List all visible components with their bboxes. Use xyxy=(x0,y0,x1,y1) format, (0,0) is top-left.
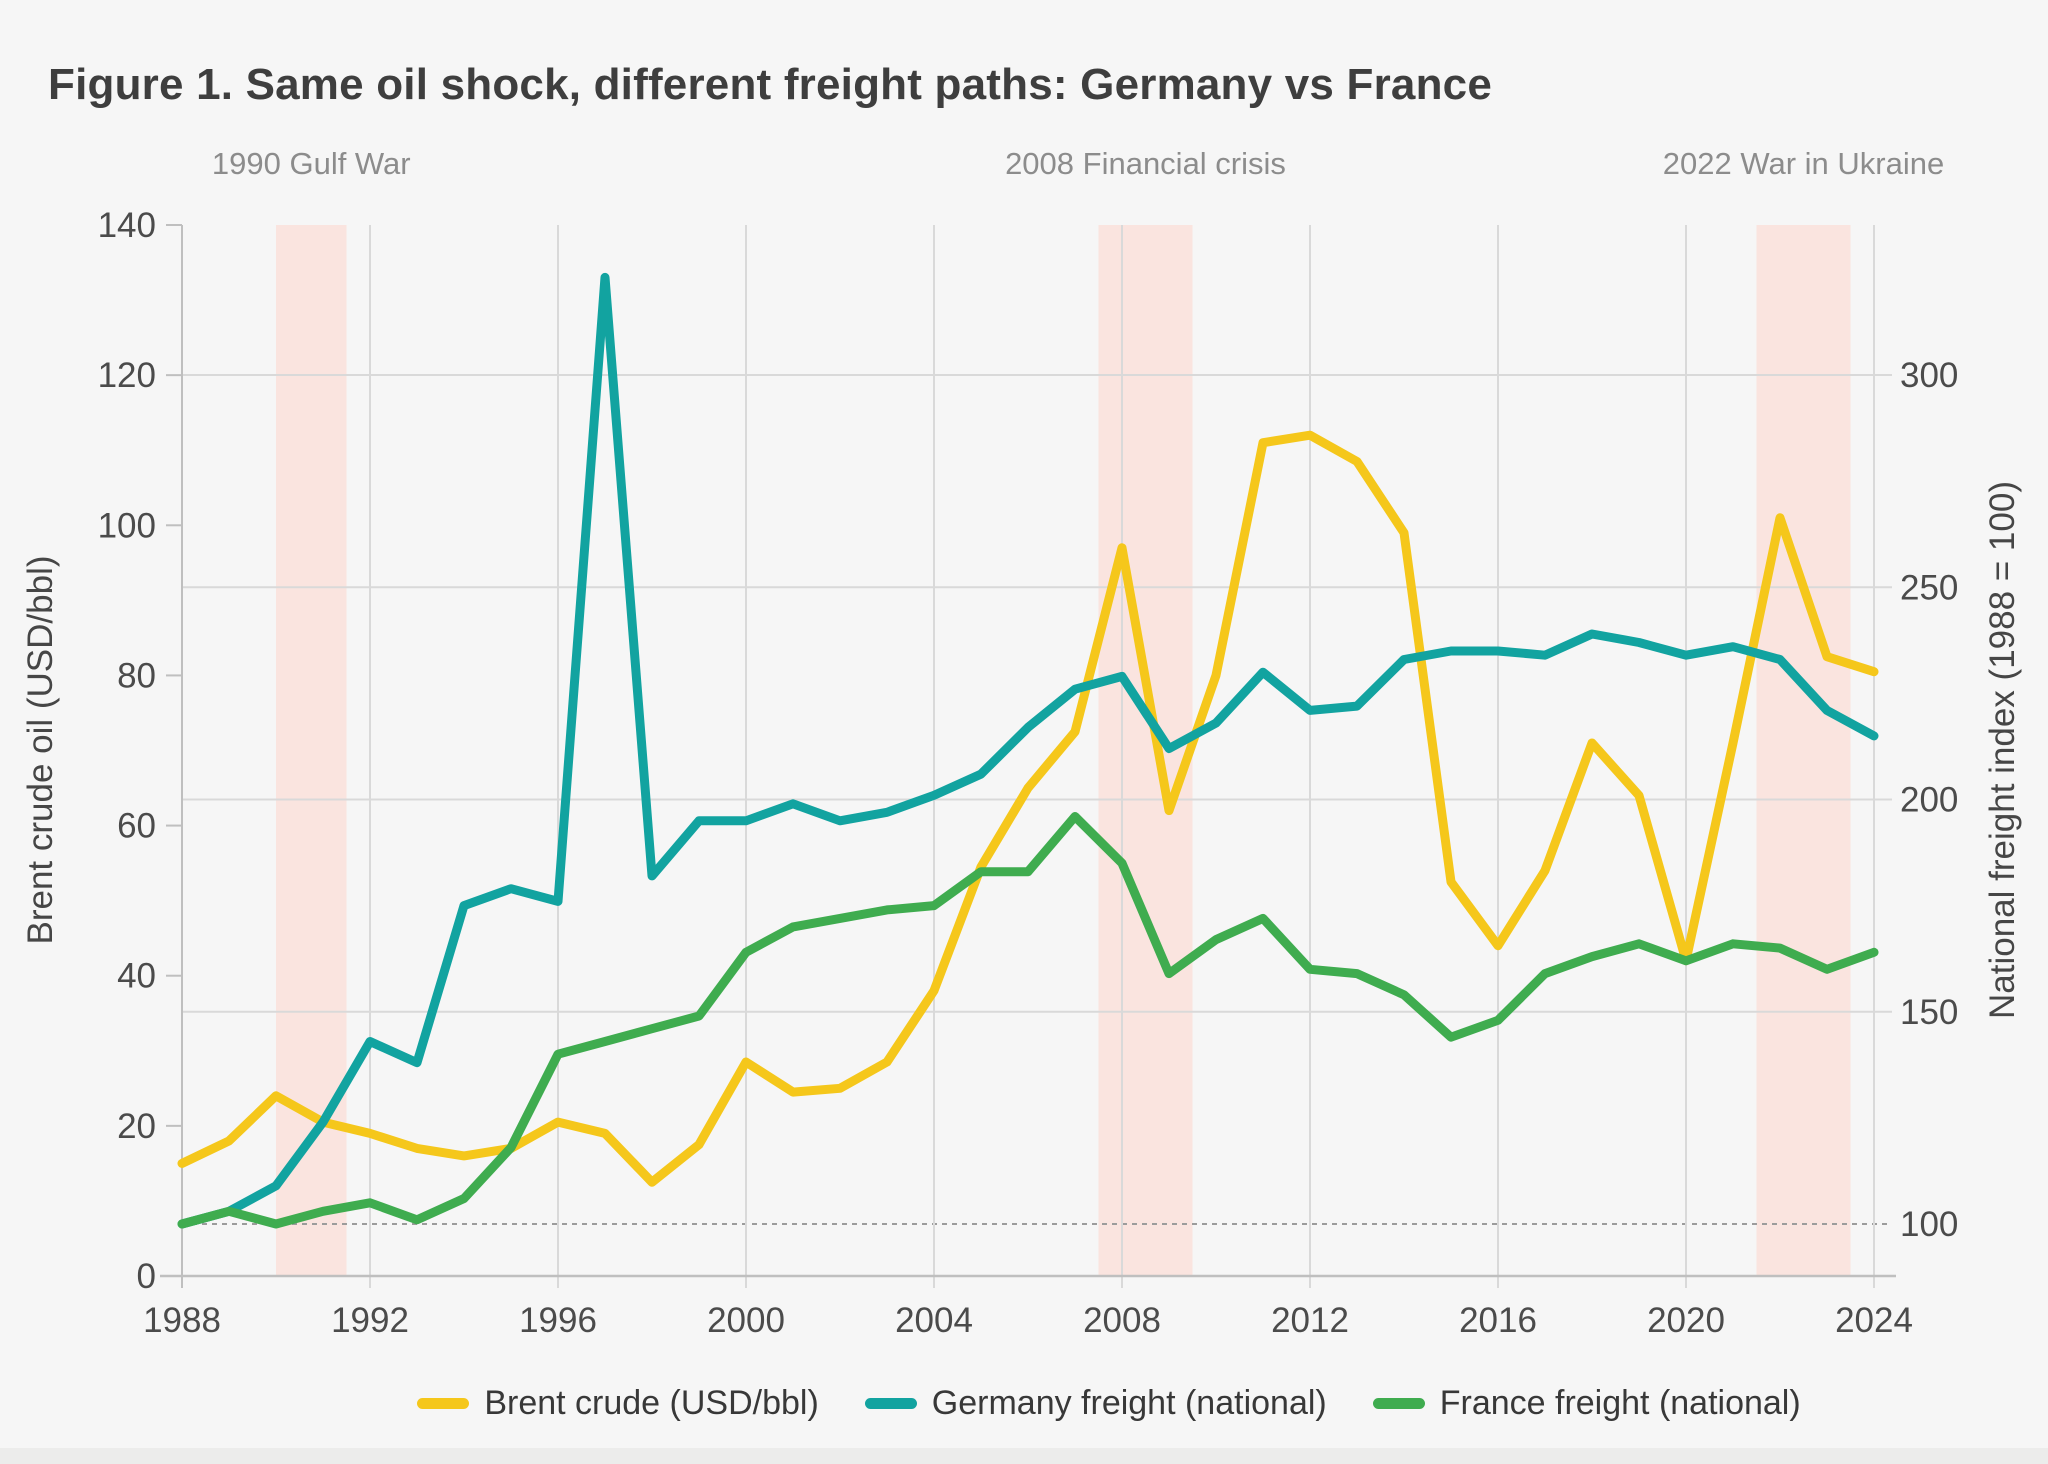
left-axis-tick-label: 40 xyxy=(117,957,156,996)
gridlines-layer xyxy=(181,225,1892,1288)
x-axis-tick-label: 2008 xyxy=(1083,1301,1161,1340)
series-line-brent-crude xyxy=(177,430,1879,1187)
chart-title: Figure 1. Same oil shock, different frei… xyxy=(48,60,1492,109)
bottom-strip xyxy=(0,1448,2048,1464)
legend-item-germany-freight: Germany freight (national) xyxy=(864,1384,1327,1423)
series-line-france-freight xyxy=(177,812,1879,1229)
left-axis-tick-label: 80 xyxy=(117,656,156,695)
event-annotation: 2022 War in Ukraine xyxy=(1663,146,1944,181)
event-band xyxy=(1756,225,1851,1276)
legend-label: Germany freight (national) xyxy=(931,1384,1327,1422)
event-annotation: 1990 Gulf War xyxy=(212,146,411,181)
left-axis-tick-label: 20 xyxy=(117,1107,156,1146)
legend-swatch-germany-freight xyxy=(864,1398,917,1409)
legend-label: Brent crude (USD/bbl) xyxy=(484,1384,819,1422)
series-line-germany-freight xyxy=(177,272,1879,1229)
left-axis-tick-label: 140 xyxy=(98,206,156,245)
left-axis-tick-label: 100 xyxy=(98,506,156,545)
x-axis-tick-label: 1988 xyxy=(143,1301,221,1340)
right-axis-tick-label: 100 xyxy=(1900,1205,1958,1244)
left-axis-tick-label: 0 xyxy=(137,1257,156,1296)
x-axis-tick-label: 2024 xyxy=(1835,1301,1913,1340)
event-annotation: 2008 Financial crisis xyxy=(1005,146,1286,181)
x-axis-tick-label: 2016 xyxy=(1459,1301,1537,1340)
legend-swatch-brent-crude xyxy=(417,1398,470,1409)
legend-item-france-freight: France freight (national) xyxy=(1372,1384,1801,1423)
right-axis-tick-label: 200 xyxy=(1900,781,1958,820)
x-axis-tick-label: 1992 xyxy=(331,1301,409,1340)
legend: Brent crude (USD/bbl) Germany freight (na… xyxy=(0,1384,2048,1423)
left-axis-title: Brent crude oil (USD/bbl) xyxy=(21,555,60,944)
x-axis-tick-label: 2020 xyxy=(1647,1301,1725,1340)
right-axis-tick-label: 250 xyxy=(1900,568,1958,607)
x-axis-tick-label: 2000 xyxy=(707,1301,785,1340)
x-axis-tick-label: 1996 xyxy=(519,1301,597,1340)
right-axis-tick-label: 300 xyxy=(1900,356,1958,395)
x-axis-tick-label: 2004 xyxy=(895,1301,973,1340)
right-axis-tick-label: 150 xyxy=(1900,993,1958,1032)
annotations-layer: 1990 Gulf War 2008 Financial crisis 2022 W… xyxy=(212,146,1944,181)
legend-item-brent-crude: Brent crude (USD/bbl) xyxy=(417,1384,819,1423)
series-layer xyxy=(177,272,1879,1229)
x-axis-tick-label: 2012 xyxy=(1271,1301,1349,1340)
left-axis-tick-label: 60 xyxy=(117,807,156,846)
legend-label: France freight (national) xyxy=(1439,1384,1801,1422)
legend-swatch-france-freight xyxy=(1372,1398,1425,1409)
event-bands-layer xyxy=(276,225,1851,1276)
event-band xyxy=(1098,225,1193,1276)
left-axis-tick-label: 120 xyxy=(98,356,156,395)
right-axis-title: National freight index (1988 = 100) xyxy=(1983,481,2022,1019)
